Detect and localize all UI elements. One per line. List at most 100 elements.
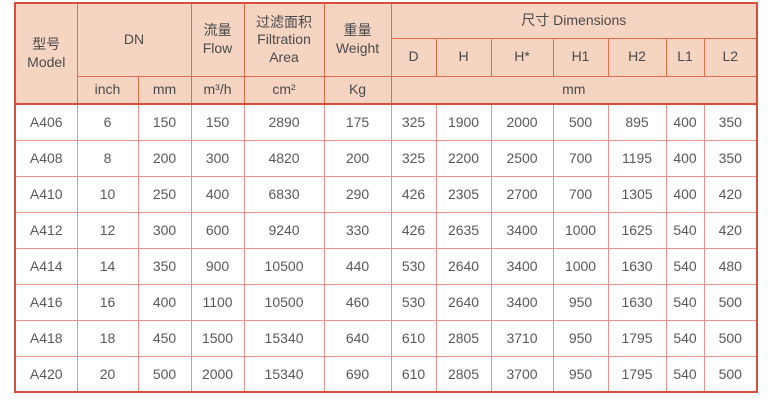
table-body: A406 6 150 150 2890 175 325 1900 2000 500 895 400 35… xyxy=(14,103,758,393)
table-cell: 400 xyxy=(665,139,705,177)
header-dim-hstar: H* xyxy=(490,37,554,77)
header-dim-h: H xyxy=(435,37,492,77)
table-cell: 500 xyxy=(137,355,192,393)
table-cell: 530 xyxy=(390,283,437,321)
table-cell: 440 xyxy=(323,247,392,285)
table-cell: 2500 xyxy=(490,139,554,177)
table-cell: 3710 xyxy=(490,319,554,357)
table-cell: 250 xyxy=(137,175,192,213)
table-cell: 200 xyxy=(137,139,192,177)
table-cell: 6 xyxy=(76,103,139,141)
table-cell: 10500 xyxy=(243,283,325,321)
table-cell: 895 xyxy=(607,103,667,141)
table-cell: 400 xyxy=(190,175,245,213)
table-cell: 300 xyxy=(137,211,192,249)
table-cell: 10500 xyxy=(243,247,325,285)
header-dim-h2: H2 xyxy=(607,37,667,77)
table-cell: 690 xyxy=(323,355,392,393)
header-dim-d: D xyxy=(390,37,437,77)
header-dimensions: 尺寸 Dimensions xyxy=(390,2,758,39)
table-cell: 500 xyxy=(703,283,758,321)
table-cell: 2640 xyxy=(435,283,492,321)
table-cell: 15340 xyxy=(243,355,325,393)
cell-model: A416 xyxy=(14,283,78,321)
table-cell: 700 xyxy=(552,139,609,177)
table-cell: 290 xyxy=(323,175,392,213)
table-cell: 1630 xyxy=(607,247,667,285)
header-weight: 重量 Weight xyxy=(323,2,392,77)
unit-flow: m³/h xyxy=(190,75,245,105)
table-cell: 610 xyxy=(390,355,437,393)
table-cell: 1000 xyxy=(552,247,609,285)
filter-spec-table: 型号 Model DN 流量 Flow 过滤面积 Filtration Area… xyxy=(14,2,759,393)
table-cell: 1100 xyxy=(190,283,245,321)
table-cell: 1630 xyxy=(607,283,667,321)
table-row: A418 18 450 1500 15340 640 610 2805 3710 950 1795 5… xyxy=(14,319,758,357)
table-cell: 460 xyxy=(323,283,392,321)
table-cell: 400 xyxy=(665,103,705,141)
table-cell: 350 xyxy=(703,103,758,141)
table-cell: 18 xyxy=(76,319,139,357)
table-cell: 2640 xyxy=(435,247,492,285)
cell-model: A410 xyxy=(14,175,78,213)
table-cell: 3400 xyxy=(490,283,554,321)
table-cell: 325 xyxy=(390,139,437,177)
unit-mm: mm xyxy=(137,75,192,105)
table-cell: 700 xyxy=(552,175,609,213)
table-cell: 2200 xyxy=(435,139,492,177)
table-cell: 540 xyxy=(665,283,705,321)
table-cell: 1500 xyxy=(190,319,245,357)
table-cell: 1305 xyxy=(607,175,667,213)
table-cell: 9240 xyxy=(243,211,325,249)
table-cell: 2305 xyxy=(435,175,492,213)
table-cell: 610 xyxy=(390,319,437,357)
table-cell: 150 xyxy=(137,103,192,141)
header-row-groups: 型号 Model DN 流量 Flow 过滤面积 Filtration Area… xyxy=(14,2,758,105)
table-cell: 4820 xyxy=(243,139,325,177)
header-row-units: inch mm m³/h cm² Kg mm xyxy=(15,75,758,105)
table-cell: 450 xyxy=(137,319,192,357)
table-row: A414 14 350 900 10500 440 530 2640 3400 1000 1630 5… xyxy=(14,247,758,285)
table-cell: 500 xyxy=(703,319,758,357)
table-cell: 400 xyxy=(137,283,192,321)
table-cell: 950 xyxy=(552,355,609,393)
table-cell: 480 xyxy=(703,247,758,285)
table-cell: 150 xyxy=(190,103,245,141)
table-cell: 2635 xyxy=(435,211,492,249)
table-cell: 2805 xyxy=(435,355,492,393)
header-row-dim-cols: D H H* H1 H2 L1 L2 xyxy=(15,37,758,77)
unit-weight: Kg xyxy=(323,75,392,105)
cell-model: A418 xyxy=(14,319,78,357)
header-model: 型号 Model xyxy=(14,2,78,105)
table-cell: 540 xyxy=(665,247,705,285)
cell-model: A408 xyxy=(14,139,78,177)
table-cell: 420 xyxy=(703,211,758,249)
table-row: A406 6 150 150 2890 175 325 1900 2000 500 895 400 35… xyxy=(14,103,758,141)
table-cell: 350 xyxy=(703,139,758,177)
table-cell: 12 xyxy=(76,211,139,249)
table-row: A416 16 400 1100 10500 460 530 2640 3400 950 1630 5… xyxy=(14,283,758,321)
header-dim-l1: L1 xyxy=(665,37,705,77)
table-cell: 900 xyxy=(190,247,245,285)
header-dim-h1: H1 xyxy=(552,37,609,77)
spec-table-container: 型号 Model DN 流量 Flow 过滤面积 Filtration Area… xyxy=(14,2,759,393)
unit-dimensions: mm xyxy=(390,75,758,105)
table-cell: 540 xyxy=(665,319,705,357)
table-cell: 540 xyxy=(665,211,705,249)
table-cell: 3400 xyxy=(490,247,554,285)
table-cell: 426 xyxy=(390,175,437,213)
header-dn: DN xyxy=(76,2,192,77)
header-flow: 流量 Flow xyxy=(190,2,245,77)
unit-inch: inch xyxy=(76,75,139,105)
table-cell: 1000 xyxy=(552,211,609,249)
header-dim-l2: L2 xyxy=(703,37,758,77)
table-cell: 2890 xyxy=(243,103,325,141)
table-cell: 2000 xyxy=(190,355,245,393)
table-cell: 420 xyxy=(703,175,758,213)
unit-filtration: cm² xyxy=(243,75,325,105)
table-cell: 14 xyxy=(76,247,139,285)
table-cell: 400 xyxy=(665,175,705,213)
table-cell: 950 xyxy=(552,319,609,357)
table-cell: 1795 xyxy=(607,319,667,357)
header-filtration-area: 过滤面积 Filtration Area xyxy=(243,2,325,77)
